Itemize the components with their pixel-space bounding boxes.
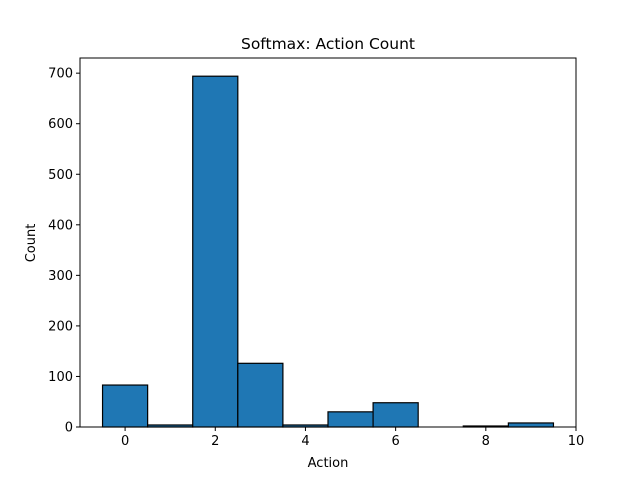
x-axis-label: Action — [308, 456, 349, 471]
y-axis-ticks: 0 100 200 300 400 500 600 700 — [48, 67, 80, 436]
y-axis-label: Count — [24, 224, 39, 263]
y-tick-label: 600 — [48, 117, 73, 132]
bar-action-6 — [372, 402, 419, 428]
bar-action-9 — [507, 422, 555, 428]
y-tick-label: 400 — [48, 218, 73, 233]
x-tick-label: 10 — [568, 434, 585, 449]
bars-group — [101, 75, 555, 428]
x-tick-label: 4 — [301, 434, 309, 449]
x-tick-label: 0 — [121, 434, 129, 449]
x-tick-label: 6 — [391, 434, 399, 449]
y-tick-label: 700 — [48, 67, 73, 82]
chart-title: Softmax: Action Count — [241, 35, 415, 53]
x-axis-ticks: 0 2 4 6 8 10 — [121, 427, 584, 449]
plot-frame — [79, 57, 577, 428]
y-tick-label: 200 — [48, 319, 73, 334]
bar-action-0 — [101, 384, 149, 428]
x-tick-label: 8 — [482, 434, 490, 449]
y-tick-label: 300 — [48, 269, 73, 284]
x-tick-label: 2 — [211, 434, 219, 449]
bar-action-2 — [192, 75, 239, 428]
bar-action-5 — [327, 411, 374, 428]
y-tick-label: 100 — [48, 370, 73, 385]
bar-action-3 — [237, 362, 284, 428]
y-tick-label: 500 — [48, 168, 73, 183]
y-tick-label: 0 — [65, 421, 73, 436]
